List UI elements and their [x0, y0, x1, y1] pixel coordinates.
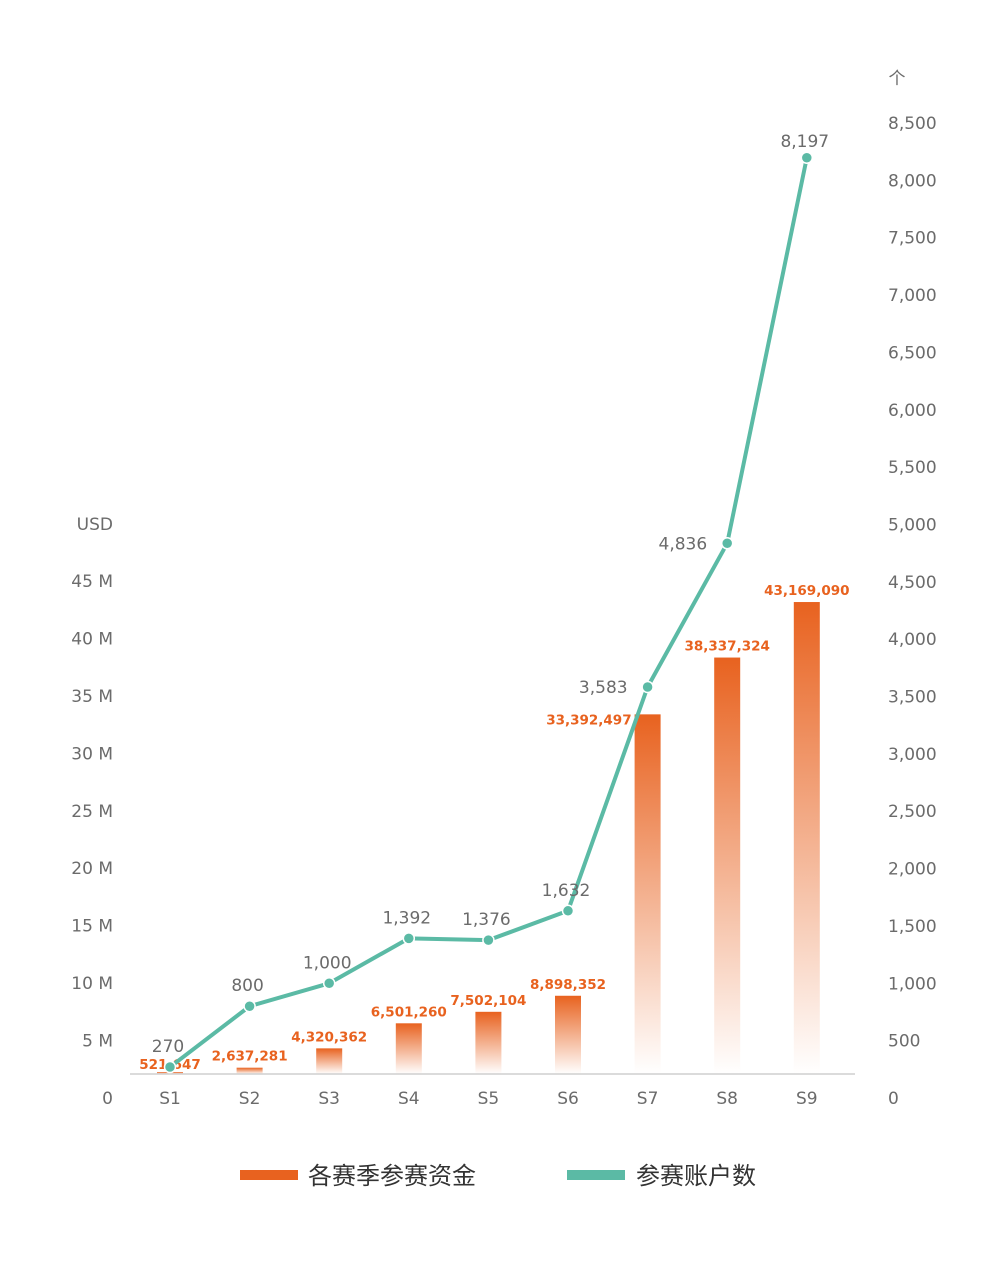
line-value-label: 4,836: [659, 534, 708, 554]
x-tick-label: S8: [716, 1089, 738, 1109]
line-point: [402, 932, 416, 945]
line-point: [163, 1060, 177, 1074]
line-value-label: 3,583: [579, 678, 628, 698]
left-tick-label: 35 M: [71, 687, 113, 707]
left-axis-ticks: 0 5 M 10 M 15 M 20 M 25 M 30 M 35 M 40 M 45 M: [71, 572, 113, 1109]
left-tick-label: 25 M: [71, 802, 113, 822]
right-tick-label: 7,000: [888, 286, 937, 306]
right-tick-label: 0: [888, 1089, 899, 1109]
left-axis-unit: USD: [77, 515, 113, 535]
line-series: 270 800 1,000 1,392 1,376 1,632 3,583 4,836 8,19…: [152, 132, 829, 1074]
x-axis-ticks: S1 S2 S3 S4 S5 S6 S7 S8 S9: [159, 1089, 817, 1109]
bar: [316, 1048, 343, 1074]
left-tick-label: 10 M: [71, 974, 113, 994]
right-tick-label: 8,500: [888, 114, 937, 134]
right-tick-label: 5,500: [888, 458, 937, 478]
line-point: [800, 151, 814, 165]
line-point: [720, 537, 734, 550]
bar-value-label: 38,337,324: [684, 639, 769, 655]
line-point: [243, 999, 256, 1013]
bar: [634, 714, 661, 1074]
x-tick-label: S5: [478, 1089, 500, 1109]
left-tick-label: 40 M: [71, 629, 113, 649]
x-tick-label: S2: [239, 1089, 261, 1109]
x-tick-label: S1: [159, 1089, 181, 1109]
line-value-label: 270: [152, 1037, 184, 1057]
bar-value-label: 7,502,104: [450, 993, 526, 1009]
line-path: [168, 157, 809, 1069]
legend-label-bar: 各赛季参赛资金: [308, 1162, 476, 1190]
right-tick-label: 1,500: [888, 917, 937, 937]
x-tick-label: S6: [557, 1089, 579, 1109]
right-tick-label: 6,000: [888, 401, 937, 421]
right-tick-label: 8,000: [888, 171, 937, 191]
right-tick-label: 500: [888, 1032, 920, 1052]
x-tick-label: S7: [637, 1089, 659, 1109]
line-point: [641, 680, 654, 694]
bar-value-label: 8,898,352: [530, 977, 606, 993]
right-tick-label: 3,000: [888, 745, 937, 765]
line-value-label: 1,376: [462, 910, 511, 930]
left-tick-label: 30 M: [71, 744, 113, 764]
bar-value-label: 4,320,362: [291, 1029, 367, 1045]
line-value-label: 8,197: [780, 132, 829, 152]
line-value-label: 1,632: [542, 881, 591, 901]
line-point: [482, 933, 495, 947]
bar-series: 521,6472,637,2814,320,3626,501,2607,502,…: [139, 583, 850, 1074]
left-tick-label: 0: [102, 1089, 113, 1109]
right-tick-label: 1,000: [888, 974, 937, 994]
right-tick-label: 5,000: [888, 515, 937, 535]
legend-swatch-bar: [240, 1170, 298, 1180]
bar-value-label: 2,637,281: [212, 1049, 288, 1065]
line-value-label: 1,392: [382, 908, 431, 928]
left-tick-label: 15 M: [71, 917, 113, 937]
left-tick-label: 20 M: [71, 859, 113, 879]
x-tick-label: S4: [398, 1089, 420, 1109]
bar: [793, 602, 820, 1074]
bar-value-label: 6,501,260: [371, 1004, 447, 1020]
right-axis-ticks: 0 500 1,000 1,500 2,000 2,500 3,000 3,500 4,000 4…: [888, 114, 937, 1109]
bar-value-label: 43,169,090: [764, 583, 849, 599]
line-point: [561, 904, 575, 918]
right-tick-label: 2,000: [888, 860, 937, 880]
legend-label-line: 参赛账户数: [636, 1162, 756, 1190]
right-axis-unit: 个: [889, 69, 906, 89]
line-point: [322, 977, 336, 990]
x-tick-label: S3: [318, 1089, 340, 1109]
right-tick-label: 3,500: [888, 688, 937, 708]
legend: 各赛季参赛资金 参赛账户数: [240, 1162, 756, 1190]
line-value-label: 800: [231, 976, 263, 996]
right-tick-label: 4,500: [888, 573, 937, 593]
bar: [475, 1011, 502, 1074]
left-tick-label: 45 M: [71, 572, 113, 592]
bar: [236, 1067, 263, 1074]
legend-swatch-line: [567, 1170, 625, 1180]
bar: [555, 995, 581, 1074]
bar: [395, 1023, 422, 1074]
right-tick-label: 2,500: [888, 802, 937, 822]
right-tick-label: 7,500: [888, 229, 937, 249]
right-tick-label: 4,000: [888, 630, 937, 650]
left-tick-label: 5 M: [82, 1032, 113, 1052]
right-tick-label: 6,500: [888, 343, 937, 363]
line-value-label: 1,000: [303, 953, 352, 973]
x-tick-label: S9: [796, 1089, 818, 1109]
bar-value-label: 33,392,497: [546, 712, 631, 728]
bar: [714, 657, 741, 1074]
